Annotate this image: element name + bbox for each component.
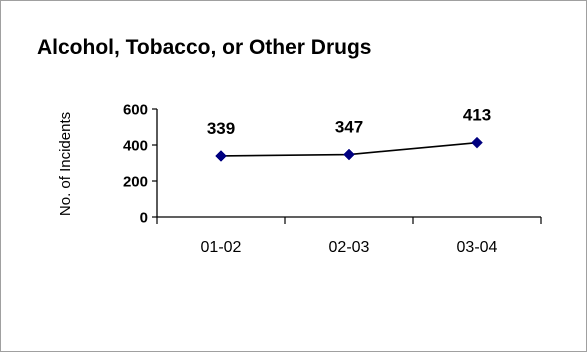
y-tick-label: 400: [123, 138, 148, 155]
y-tick-label: 200: [123, 174, 148, 191]
data-label: 339: [207, 119, 235, 138]
x-tick-label: 02-03: [329, 239, 370, 256]
y-axis-label: No. of Incidents: [57, 112, 74, 216]
x-tick-label: 03-04: [457, 239, 498, 256]
axes: 0 200 400 600 01-02 02-03 03-04: [123, 102, 542, 256]
y-tick-label: 0: [140, 210, 148, 227]
series-group: [215, 136, 483, 162]
y-tick-label: 600: [123, 102, 148, 119]
data-point-marker: [471, 136, 483, 149]
data-label: 347: [335, 118, 363, 137]
data-point-marker: [343, 148, 355, 161]
data-label: 413: [463, 106, 491, 125]
labels-group: 339 347 413: [207, 106, 491, 138]
x-tick-label: 01-02: [201, 239, 242, 256]
data-point-marker: [215, 150, 227, 162]
chart-title: Alcohol, Tobacco, or Other Drugs: [37, 36, 371, 59]
